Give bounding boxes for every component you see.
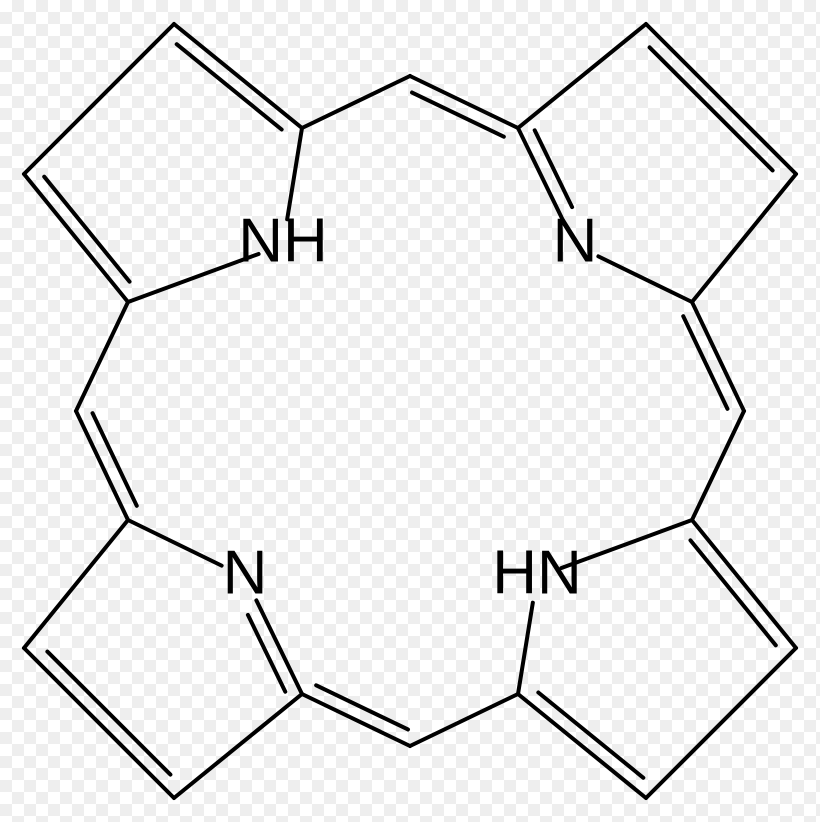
bond	[177, 44, 282, 129]
bond	[76, 302, 128, 411]
atom-label-N2: N	[553, 206, 598, 275]
bond	[44, 177, 129, 282]
bond	[518, 694, 646, 798]
bond	[24, 648, 174, 798]
bond	[248, 615, 285, 692]
bond	[24, 520, 128, 648]
bond	[174, 694, 302, 798]
bond	[302, 694, 410, 746]
bond	[692, 520, 796, 648]
bond	[646, 24, 796, 174]
bond	[690, 540, 775, 645]
atom-label-N3: N	[223, 538, 268, 607]
atoms-layer: NHNNHN	[223, 206, 598, 607]
bond	[598, 256, 692, 302]
bond	[692, 302, 744, 411]
bond	[518, 603, 533, 694]
bond	[24, 24, 174, 174]
atom-label-N1: NH	[238, 206, 328, 275]
porphyrin-diagram: NHNNHN	[0, 0, 820, 822]
bond	[410, 694, 518, 746]
bond	[302, 76, 410, 128]
bond	[538, 692, 643, 777]
bond	[518, 24, 646, 128]
bond	[692, 174, 796, 302]
bonds-layer	[24, 24, 796, 798]
bond	[410, 76, 518, 128]
bond	[47, 652, 170, 775]
bond	[128, 520, 222, 566]
bond	[174, 24, 302, 128]
bond	[535, 130, 572, 207]
bond	[692, 411, 744, 520]
bond	[24, 174, 128, 302]
atom-label-N4: HN	[492, 538, 582, 607]
bond	[650, 47, 773, 170]
bond	[646, 648, 796, 798]
bond	[76, 411, 128, 520]
